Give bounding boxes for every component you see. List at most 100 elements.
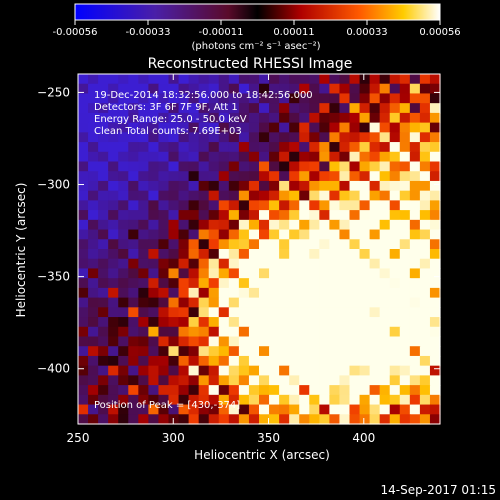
heatmap-cell <box>269 414 280 425</box>
heatmap-cell <box>88 239 99 250</box>
heatmap-cell <box>389 200 401 211</box>
heatmap-cell <box>88 93 99 104</box>
heatmap-cell <box>409 385 421 396</box>
heatmap-cell <box>78 142 89 153</box>
heatmap-cell <box>339 297 351 308</box>
heatmap-cell <box>138 239 149 250</box>
heatmap-cell <box>289 355 300 367</box>
heatmap-cell <box>379 355 391 367</box>
heatmap-cell <box>108 180 119 192</box>
heatmap-cell <box>329 74 341 85</box>
heatmap-cell <box>168 365 180 376</box>
heatmap-cell <box>78 249 89 260</box>
heatmap-cell <box>208 142 220 153</box>
heatmap-cell <box>198 326 210 338</box>
heatmap-cell <box>259 142 270 153</box>
heatmap-cell <box>118 414 129 425</box>
heatmap-cell <box>128 219 139 231</box>
heatmap-cell <box>98 278 109 289</box>
heatmap-cell <box>168 258 180 270</box>
heatmap-cell <box>339 229 351 240</box>
heatmap-cell <box>419 336 431 347</box>
heatmap-cell <box>108 375 119 386</box>
heatmap-cell <box>238 161 250 172</box>
heatmap-cell <box>148 385 160 396</box>
heatmap-cell <box>228 93 240 104</box>
heatmap-cell <box>168 229 180 240</box>
heatmap-cell <box>359 83 371 95</box>
heatmap-cell <box>269 161 280 172</box>
heatmap-cell <box>208 287 220 299</box>
heatmap-cell <box>269 190 280 201</box>
heatmap-cell <box>138 200 149 211</box>
heatmap-cell <box>148 404 160 415</box>
heatmap-cell <box>309 219 320 231</box>
heatmap-cell <box>108 258 119 270</box>
heatmap-cell <box>359 365 371 376</box>
heatmap-cell <box>198 385 210 396</box>
heatmap-cell <box>198 151 210 163</box>
heatmap-cell <box>208 326 220 338</box>
heatmap-cell <box>78 122 89 133</box>
heatmap-cell <box>218 74 230 85</box>
heatmap-cell <box>138 375 149 386</box>
heatmap-cell <box>108 200 119 211</box>
heatmap-cell <box>289 219 300 231</box>
heatmap-cell <box>379 375 391 386</box>
heatmap-cell <box>188 210 200 221</box>
heatmap-cell <box>299 317 310 328</box>
heatmap-cell <box>178 219 190 231</box>
heatmap-cell <box>188 404 200 415</box>
heatmap-cell <box>379 268 391 279</box>
y-axis: −250 −300 −350 −400 <box>37 85 440 376</box>
heatmap-cell <box>429 346 441 357</box>
heatmap-cell <box>349 278 361 289</box>
heatmap-cell <box>319 210 330 221</box>
heatmap-cell <box>429 142 441 153</box>
heatmap-cell <box>208 180 220 192</box>
heatmap-cell <box>409 93 421 104</box>
heatmap-cell <box>88 258 99 270</box>
heatmap-cell <box>138 317 149 328</box>
heatmap-cell <box>279 307 290 318</box>
heatmap-cell <box>269 83 280 95</box>
heatmap-cell <box>178 317 190 328</box>
heatmap-cell <box>78 414 89 425</box>
heatmap-cell <box>138 326 149 338</box>
heatmap-cell <box>359 317 371 328</box>
heatmap-cell <box>178 355 190 367</box>
heatmap-cell <box>218 317 230 328</box>
heatmap-cell <box>128 151 139 163</box>
heatmap-cell <box>279 355 290 367</box>
heatmap-cell <box>148 93 160 104</box>
heatmap-cell <box>359 278 371 289</box>
heatmap-cell <box>399 239 411 250</box>
heatmap-cell <box>279 83 290 95</box>
heatmap-cell <box>88 142 99 153</box>
heatmap-cell <box>319 326 330 338</box>
heatmap-cell <box>118 210 129 221</box>
heatmap-cell <box>128 346 139 357</box>
heatmap-cell <box>379 336 391 347</box>
heatmap-cell <box>359 122 371 133</box>
heatmap-cell <box>88 229 99 240</box>
heatmap-cell <box>138 307 149 318</box>
heatmap-cell <box>88 180 99 192</box>
heatmap-cell <box>88 268 99 279</box>
heatmap-cell <box>188 190 200 201</box>
heatmap-cell <box>188 171 200 182</box>
heatmap-cell <box>309 142 320 153</box>
heatmap-cell <box>168 375 180 386</box>
heatmap-cell <box>379 317 391 328</box>
heatmap-cell <box>108 355 119 367</box>
heatmap-cell <box>309 103 320 114</box>
heatmap-cell <box>98 103 109 114</box>
heatmap-cell <box>339 103 351 114</box>
heatmap-cell <box>409 365 421 376</box>
heatmap-cell <box>379 278 391 289</box>
heatmap-cell <box>319 258 330 270</box>
heatmap-cell <box>399 180 411 192</box>
heatmap-cell <box>319 83 330 95</box>
heatmap-cell <box>168 307 180 318</box>
heatmap-cell <box>389 278 401 289</box>
